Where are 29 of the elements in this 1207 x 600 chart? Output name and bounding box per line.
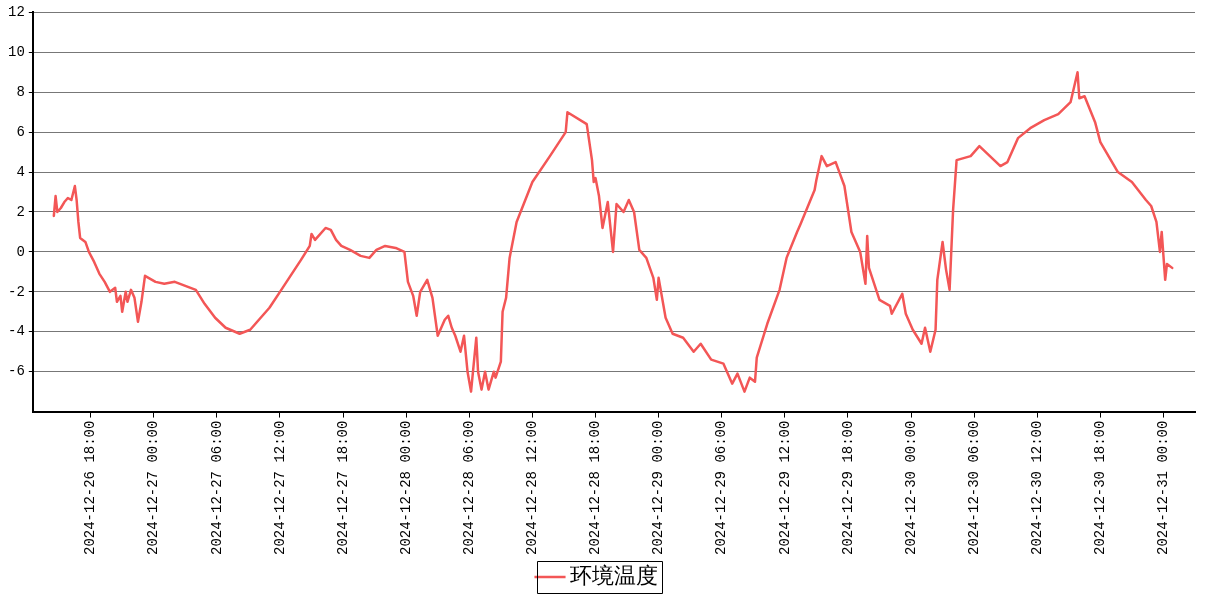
- y-tick-label: 0: [16, 243, 25, 260]
- x-tick-label: 2024-12-28 12:00: [524, 420, 541, 555]
- x-tick-label: 2024-12-26 18:00: [82, 420, 99, 555]
- y-tick-label: 6: [16, 123, 25, 140]
- y-tick-label: 12: [7, 4, 25, 21]
- x-tick-label: 2024-12-28 18:00: [587, 420, 604, 555]
- x-tick-label: 2024-12-27 18:00: [334, 420, 351, 555]
- y-tick-label: -6: [7, 363, 25, 380]
- x-tick-label: 2024-12-30 18:00: [1092, 420, 1109, 555]
- x-tick-label: 2024-12-27 12:00: [271, 420, 288, 555]
- y-tick-label: -4: [7, 323, 25, 340]
- legend-label: 环境温度: [570, 562, 658, 588]
- x-tick-label: 2024-12-28 00:00: [397, 420, 414, 555]
- x-tick-label: 2024-12-29 12:00: [776, 420, 793, 555]
- x-tick-label: 2024-12-29 00:00: [650, 420, 667, 555]
- x-tick-label: 2024-12-27 06:00: [208, 420, 225, 555]
- y-tick-label: 4: [16, 163, 25, 180]
- x-tick-label: 2024-12-30 06:00: [965, 420, 982, 555]
- x-tick-label: 2024-12-28 06:00: [460, 420, 477, 555]
- x-tick-label: 2024-12-27 00:00: [145, 420, 162, 555]
- x-tick-label: 2024-12-31 00:00: [1155, 420, 1172, 555]
- x-tick-label: 2024-12-30 12:00: [1028, 420, 1045, 555]
- y-tick-label: -2: [7, 283, 25, 300]
- y-tick-label: 10: [7, 44, 25, 61]
- y-tick-label: 2: [16, 203, 25, 220]
- x-tick-label: 2024-12-29 06:00: [713, 420, 730, 555]
- x-tick-label: 2024-12-30 00:00: [902, 420, 919, 555]
- x-tick-label: 2024-12-29 18:00: [839, 420, 856, 555]
- y-tick-label: 8: [16, 83, 25, 100]
